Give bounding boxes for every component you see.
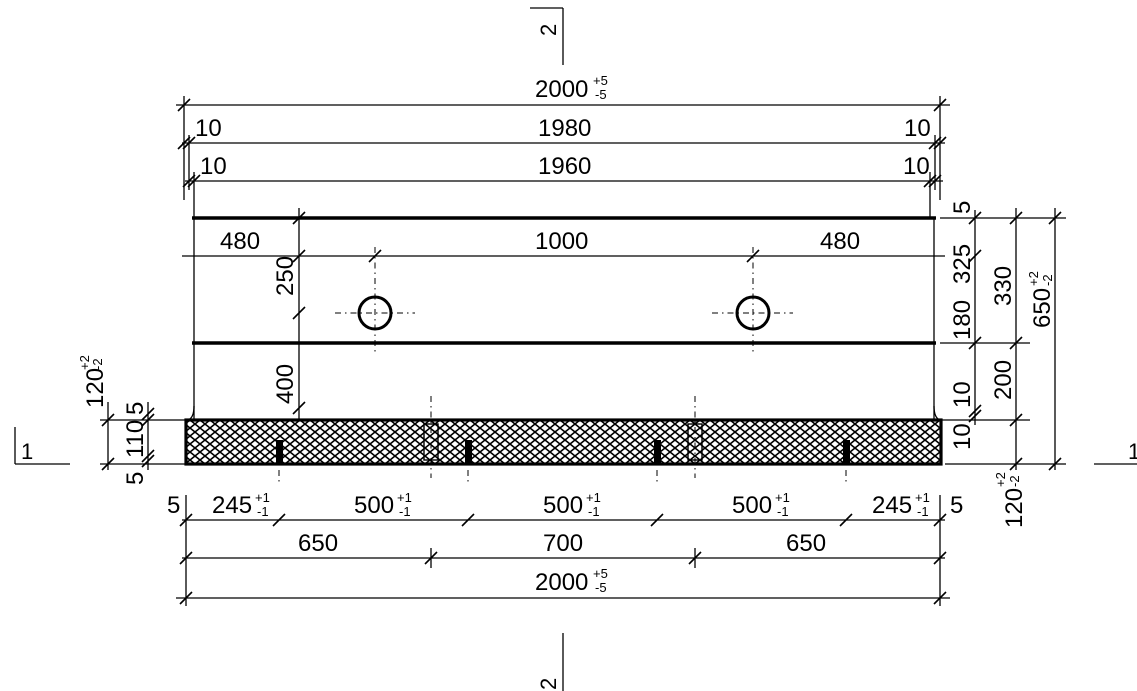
left-dim-5-top: 5 <box>122 402 149 415</box>
right-dim-200: 200 <box>990 360 1017 400</box>
top-overall-length: 2000 <box>535 76 588 103</box>
bottom-row1-500-b: 500 <box>543 492 583 519</box>
bottom-dimension-rows: 5 245 +1 -1 500 +1 -1 500 +1 -1 500 +1 -… <box>167 490 963 606</box>
right-bottom-tol-minus: -2 <box>1007 475 1022 487</box>
left-dimensions: 120 +2 -2 5 110 5 <box>77 355 186 485</box>
inner-dimensions: 480 1000 480 250 400 <box>182 208 945 420</box>
slot-3 <box>654 440 661 464</box>
right-dim-10-lower: 10 <box>949 423 976 450</box>
bottom-row1-500-c: 500 <box>732 492 772 519</box>
right-dim-330: 330 <box>990 266 1017 306</box>
bottom-row1-245-left: 245 <box>212 492 252 519</box>
bottom-row1-500-a: 500 <box>354 492 394 519</box>
section-marker-bottom: 2 <box>536 633 564 691</box>
top-row2-left: 10 <box>195 115 222 142</box>
bottom-overall-tol-plus: +5 <box>593 566 608 581</box>
bottom-row1-500-b-tol-minus: -1 <box>588 504 600 519</box>
hole-left <box>335 247 415 353</box>
top-overall-tol-minus: -5 <box>595 87 607 102</box>
right-overall-650: 650 <box>1029 288 1056 328</box>
right-dimensions: 5 325 180 10 10 330 200 650 +2 -2 120 +2… <box>940 201 1066 528</box>
bottom-row1-245-left-tol-plus: +1 <box>255 490 270 505</box>
right-dim-325: 325 <box>949 244 976 284</box>
top-row3-right: 10 <box>903 153 930 180</box>
element-body <box>184 216 943 485</box>
top-overall-tol-plus: +5 <box>593 73 608 88</box>
section-label-right: 1 <box>1128 439 1137 464</box>
bottom-row1-245-left-tol-minus: -1 <box>257 504 269 519</box>
bottom-row1-245-right: 245 <box>872 492 912 519</box>
inner-vertical-400: 400 <box>272 364 299 404</box>
top-row3-middle: 1960 <box>538 153 591 180</box>
inner-right-480: 480 <box>820 228 860 255</box>
bottom-row1-5-right: 5 <box>950 492 963 519</box>
inner-left-480: 480 <box>220 228 260 255</box>
top-row3-left: 10 <box>200 153 227 180</box>
bottom-row2-700: 700 <box>543 530 583 557</box>
bottom-row1-245-right-tol-minus: -1 <box>917 504 929 519</box>
bottom-row1-500-c-tol-plus: +1 <box>775 490 790 505</box>
right-bottom-120: 120 <box>1001 488 1028 528</box>
top-dimension-rows: 2000 +5 -5 10 1980 10 10 1960 10 <box>176 73 950 218</box>
bottom-row1-5-left: 5 <box>167 492 180 519</box>
bottom-row1-500-c-tol-minus: -1 <box>777 504 789 519</box>
bottom-row1-500-a-tol-plus: +1 <box>397 490 412 505</box>
bottom-row2-650-right: 650 <box>786 530 826 557</box>
inner-vertical-250: 250 <box>272 256 299 296</box>
hatched-base <box>184 418 943 466</box>
slot-1 <box>276 440 283 464</box>
left-overall-tol-minus: -2 <box>90 358 105 370</box>
top-row2-middle: 1980 <box>538 115 591 142</box>
right-overall-tol-minus: -2 <box>1040 274 1055 286</box>
section-label-top: 2 <box>536 24 561 36</box>
top-row2-right: 10 <box>904 115 931 142</box>
slot-4 <box>843 440 850 464</box>
bottom-overall-length: 2000 <box>535 569 588 596</box>
right-overall-tol-plus: +2 <box>1026 271 1041 286</box>
inner-middle-1000: 1000 <box>535 228 588 255</box>
right-dim-180: 180 <box>949 300 976 340</box>
section-marker-right: 1 <box>1094 439 1137 465</box>
left-dim-110: 110 <box>122 420 149 458</box>
left-overall-tol-plus: +2 <box>77 355 92 370</box>
right-bottom-tol-plus: +2 <box>993 472 1008 487</box>
bottom-row1-245-right-tol-plus: +1 <box>915 490 930 505</box>
hole-right <box>712 247 793 353</box>
bottom-row2-650-left: 650 <box>298 530 338 557</box>
left-dim-5-bottom: 5 <box>122 472 149 485</box>
right-dim-10-upper: 10 <box>949 381 976 408</box>
bottom-row1-500-b-tol-plus: +1 <box>586 490 601 505</box>
section-label-left: 1 <box>21 439 33 464</box>
slot-2 <box>465 440 472 464</box>
section-marker-top: 2 <box>530 7 564 65</box>
right-dim-5: 5 <box>949 201 976 214</box>
left-overall-120: 120 <box>82 368 109 408</box>
bottom-overall-tol-minus: -5 <box>595 580 607 595</box>
bottom-row1-500-a-tol-minus: -1 <box>399 504 411 519</box>
section-marker-left: 1 <box>14 427 70 465</box>
section-label-bottom: 2 <box>536 678 561 690</box>
